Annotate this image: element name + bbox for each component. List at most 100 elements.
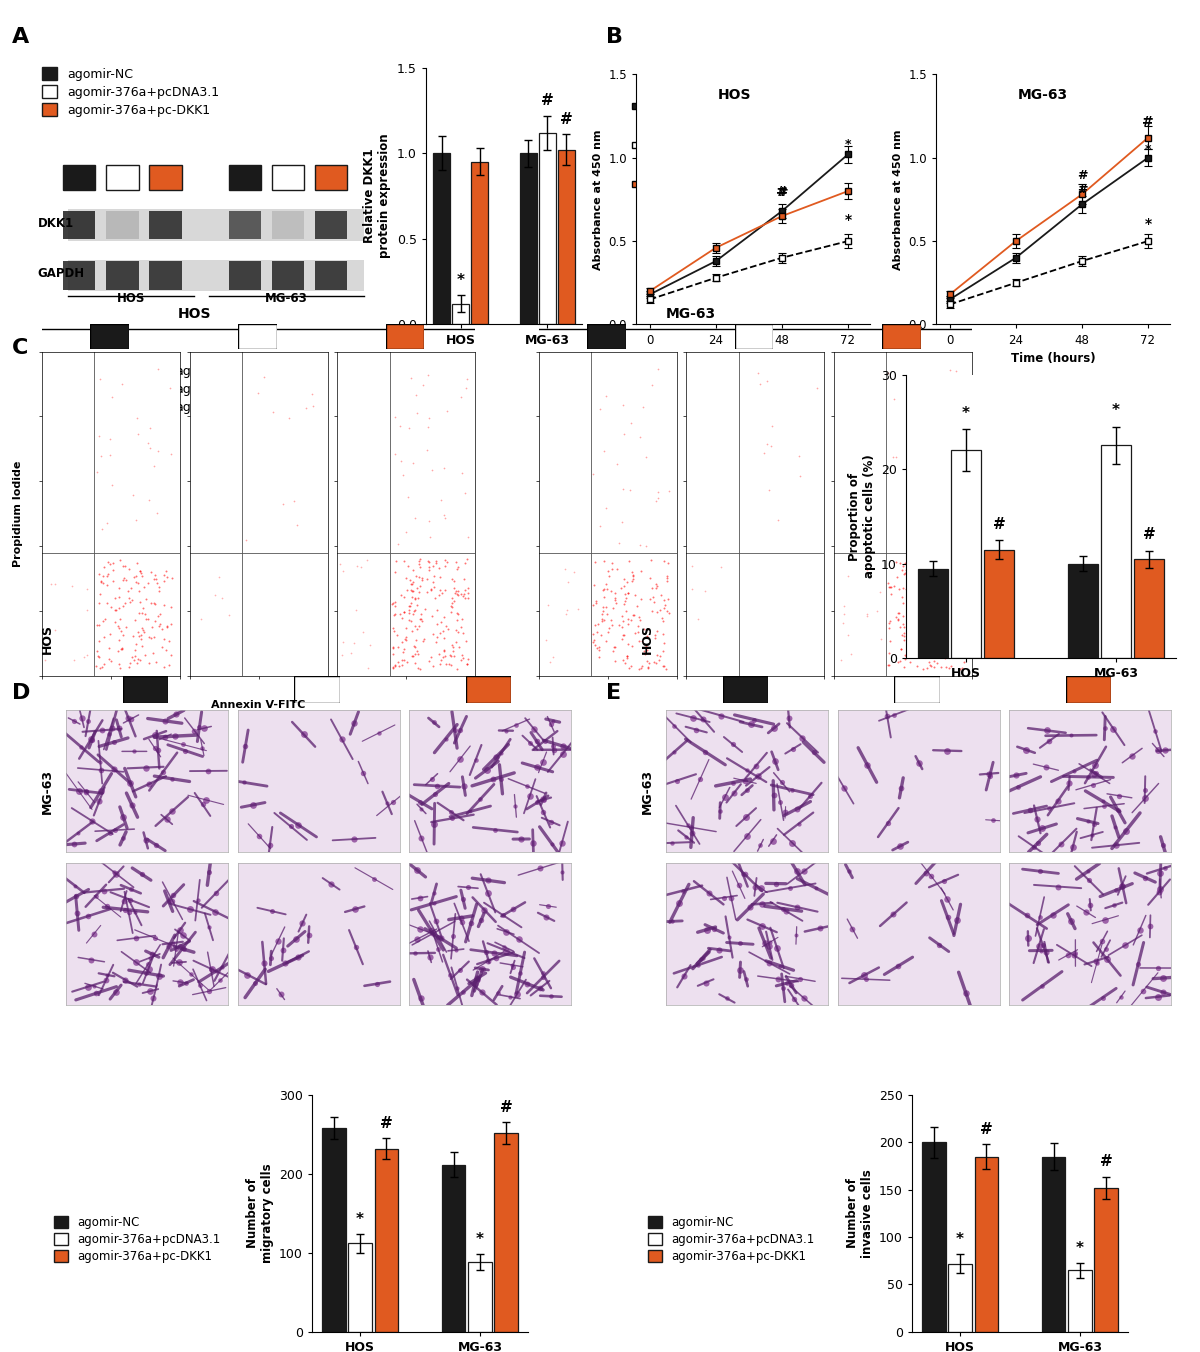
Point <box>190 715 209 737</box>
Point <box>121 772 140 794</box>
Point <box>1109 799 1128 821</box>
Point <box>466 749 485 771</box>
Point <box>425 813 444 834</box>
Point <box>384 604 403 626</box>
Point <box>913 641 932 662</box>
Point <box>442 646 461 668</box>
Point <box>673 880 692 902</box>
Point <box>608 533 628 554</box>
Point <box>106 819 125 841</box>
Point <box>858 754 877 776</box>
Point <box>412 798 431 819</box>
Point <box>170 919 190 941</box>
Point <box>456 377 475 399</box>
Point <box>449 580 468 602</box>
Point <box>594 587 613 608</box>
Point <box>149 965 168 987</box>
Point <box>636 635 655 657</box>
Point <box>894 564 913 585</box>
Point <box>889 652 908 673</box>
Point <box>598 579 617 600</box>
Point <box>630 610 649 631</box>
Point <box>1116 819 1135 841</box>
Text: HOS: HOS <box>178 307 211 320</box>
Point <box>947 360 966 381</box>
Point <box>686 719 706 741</box>
Point <box>456 481 475 503</box>
Point <box>638 657 658 679</box>
Point <box>386 443 406 465</box>
Point <box>752 915 772 937</box>
Point <box>115 592 134 614</box>
Point <box>78 644 97 665</box>
Point <box>905 602 924 623</box>
Point <box>834 595 853 617</box>
Point <box>544 735 563 757</box>
Point <box>94 572 113 594</box>
Point <box>442 587 461 608</box>
Point <box>494 936 514 957</box>
Point <box>1048 876 1067 898</box>
Text: HOS: HOS <box>641 623 654 654</box>
Point <box>146 610 166 631</box>
Point <box>486 819 505 841</box>
Point <box>583 462 602 484</box>
Point <box>1048 790 1067 811</box>
Text: HOS: HOS <box>118 292 145 306</box>
Point <box>614 649 634 671</box>
Point <box>126 645 145 667</box>
Point <box>422 554 442 576</box>
Point <box>419 407 438 429</box>
Point <box>110 653 130 675</box>
Point <box>149 576 168 598</box>
Point <box>1082 825 1102 846</box>
Point <box>114 807 133 829</box>
Point <box>762 415 781 437</box>
Point <box>236 735 256 757</box>
Point <box>943 606 962 627</box>
Point <box>413 569 432 591</box>
Point <box>302 384 322 406</box>
Point <box>86 656 106 677</box>
Point <box>103 553 122 575</box>
Point <box>650 645 670 667</box>
Point <box>152 635 172 657</box>
Point <box>418 416 437 438</box>
Point <box>928 566 947 588</box>
Point <box>949 477 968 499</box>
Point <box>384 617 403 638</box>
Point <box>920 583 940 604</box>
Point <box>485 942 504 964</box>
Point <box>528 757 547 779</box>
Point <box>246 972 265 994</box>
Point <box>109 630 128 652</box>
Point <box>724 772 743 794</box>
Point <box>774 898 793 919</box>
Point <box>91 758 110 780</box>
Point <box>593 600 612 622</box>
Point <box>212 587 232 608</box>
Point <box>542 833 562 854</box>
Point <box>618 608 637 630</box>
Point <box>128 572 148 594</box>
Point <box>130 560 149 581</box>
Point <box>950 658 970 680</box>
Point <box>584 575 604 596</box>
Point <box>91 445 110 466</box>
Point <box>431 927 450 949</box>
Point <box>442 595 461 617</box>
Bar <box>149 261 181 289</box>
Point <box>889 602 908 623</box>
Point <box>678 814 697 836</box>
Point <box>433 583 452 604</box>
Point <box>688 608 707 630</box>
Point <box>839 860 858 882</box>
Point <box>954 615 973 637</box>
Text: MG-63: MG-63 <box>1018 88 1068 103</box>
Point <box>913 658 932 680</box>
Point <box>936 603 955 625</box>
Point <box>631 588 650 610</box>
Bar <box>433 153 450 324</box>
Point <box>236 529 256 550</box>
Point <box>107 599 126 621</box>
